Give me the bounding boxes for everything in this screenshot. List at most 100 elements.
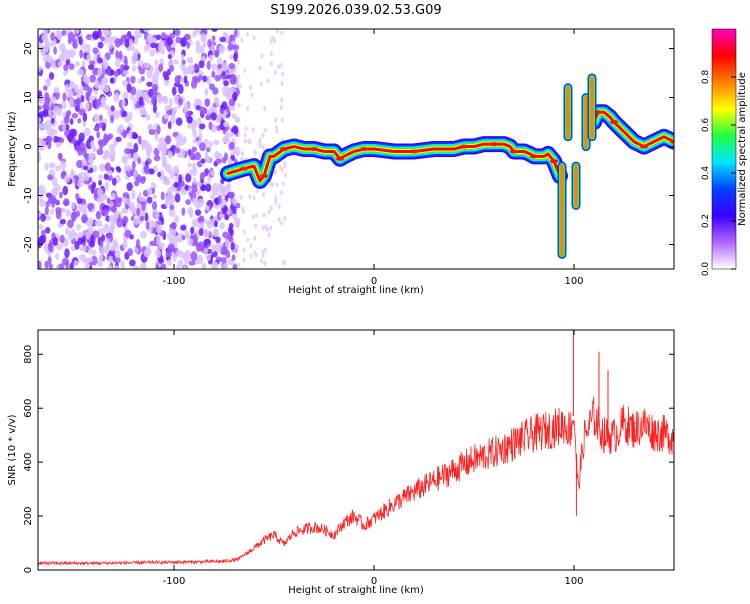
noise-speckle: [83, 43, 91, 54]
noise-speckle: [261, 252, 265, 258]
noise-speckle: [205, 114, 212, 121]
noise-speckle: [45, 42, 49, 53]
noise-speckle: [39, 195, 43, 203]
noise-speckle: [243, 132, 247, 138]
noise-speckle: [133, 48, 139, 56]
noise-speckle: [273, 70, 277, 76]
noise-speckle: [143, 29, 151, 33]
noise-speckle: [214, 74, 221, 82]
noise-speckle: [98, 140, 104, 150]
noise-speckle: [246, 106, 250, 112]
noise-speckle: [141, 201, 146, 211]
noise-speckle: [274, 124, 278, 130]
noise-speckle: [188, 186, 192, 193]
noise-speckle: [233, 29, 238, 37]
noise-speckle: [158, 137, 165, 145]
noise-speckle: [138, 67, 146, 75]
noise-speckle: [181, 59, 186, 65]
noise-speckle: [51, 176, 58, 187]
noise-speckle: [203, 238, 211, 245]
noise-speckle: [95, 210, 102, 220]
noise-speckle: [130, 75, 136, 84]
noise-speckle: [192, 131, 198, 138]
noise-speckle: [166, 37, 173, 46]
noise-speckle: [116, 109, 121, 115]
noise-speckle: [167, 121, 172, 130]
snr-x-ticks: -100 0 100: [163, 330, 584, 587]
noise-speckle: [182, 189, 188, 196]
noise-speckle: [50, 208, 55, 216]
noise-speckle: [160, 216, 165, 226]
snr-y-ticks: 0 200 400 600 800: [23, 345, 674, 573]
noise-speckle: [48, 72, 55, 80]
noise-speckle: [223, 138, 230, 144]
noise-speckle: [172, 165, 180, 175]
noise-speckle: [203, 107, 208, 115]
noise-speckle: [86, 53, 92, 63]
noise-speckle: [51, 128, 58, 135]
noise-speckle: [211, 70, 216, 78]
noise-speckle: [186, 115, 193, 124]
spectrogram-frame: [37, 28, 675, 270]
noise-speckle: [254, 223, 258, 229]
noise-speckle: [113, 70, 119, 77]
noise-speckle: [263, 106, 267, 112]
noise-speckle: [115, 136, 122, 142]
y-tick-label: 200: [23, 507, 34, 526]
noise-speckle: [43, 85, 48, 91]
figure-title: S199.2026.039.02.53.G09: [270, 3, 441, 18]
noise-speckle: [117, 197, 123, 203]
noise-speckle: [83, 84, 90, 91]
noise-speckle: [260, 258, 264, 264]
noise-speckle: [41, 34, 49, 42]
noise-speckle: [259, 81, 263, 87]
x-tick-label: 100: [564, 576, 583, 587]
noise-speckle: [221, 101, 228, 111]
noise-speckle: [173, 147, 181, 154]
noise-speckle: [248, 194, 252, 200]
noise-speckle: [156, 224, 163, 234]
noise-speckle: [49, 195, 57, 204]
noise-speckle: [203, 247, 209, 254]
noise-speckle: [121, 207, 127, 214]
noise-speckle: [168, 97, 173, 108]
noise-speckle: [240, 156, 244, 162]
noise-speckle: [252, 34, 256, 40]
noise-speckle: [46, 77, 52, 88]
noise-speckle: [166, 259, 173, 267]
noise-speckle: [185, 199, 191, 205]
noise-speckle: [148, 88, 154, 98]
noise-speckle: [253, 235, 257, 241]
noise-speckle: [38, 111, 46, 118]
y-tick-label: -20: [23, 236, 34, 252]
noise-speckle: [165, 109, 172, 116]
noise-speckle: [180, 224, 187, 231]
noise-speckle: [104, 162, 111, 172]
noise-speckle: [110, 149, 116, 156]
noise-speckle: [233, 52, 238, 62]
noise-speckle: [103, 173, 109, 180]
noise-speckle: [198, 132, 203, 140]
noise-speckle: [48, 109, 52, 117]
x-tick-label: 100: [564, 276, 583, 287]
noise-speckle: [38, 139, 43, 148]
noise-speckle: [211, 35, 216, 42]
noise-speckle: [76, 69, 84, 76]
noise-speckle: [194, 98, 202, 105]
noise-speckle: [231, 44, 240, 51]
spectral-ridge-peak: [336, 156, 344, 161]
noise-speckle: [199, 171, 205, 181]
noise-speckle: [59, 191, 63, 199]
spectral-ridge-peak: [510, 149, 518, 154]
noise-speckle: [122, 64, 130, 71]
noise-speckle: [122, 131, 127, 139]
noise-speckle: [228, 222, 234, 230]
noise-speckle: [207, 75, 212, 86]
noise-speckle: [229, 203, 234, 211]
snr-marks: [38, 330, 674, 567]
noise-speckle: [205, 183, 212, 192]
noise-speckle: [98, 253, 103, 263]
noise-speckle: [275, 128, 279, 134]
